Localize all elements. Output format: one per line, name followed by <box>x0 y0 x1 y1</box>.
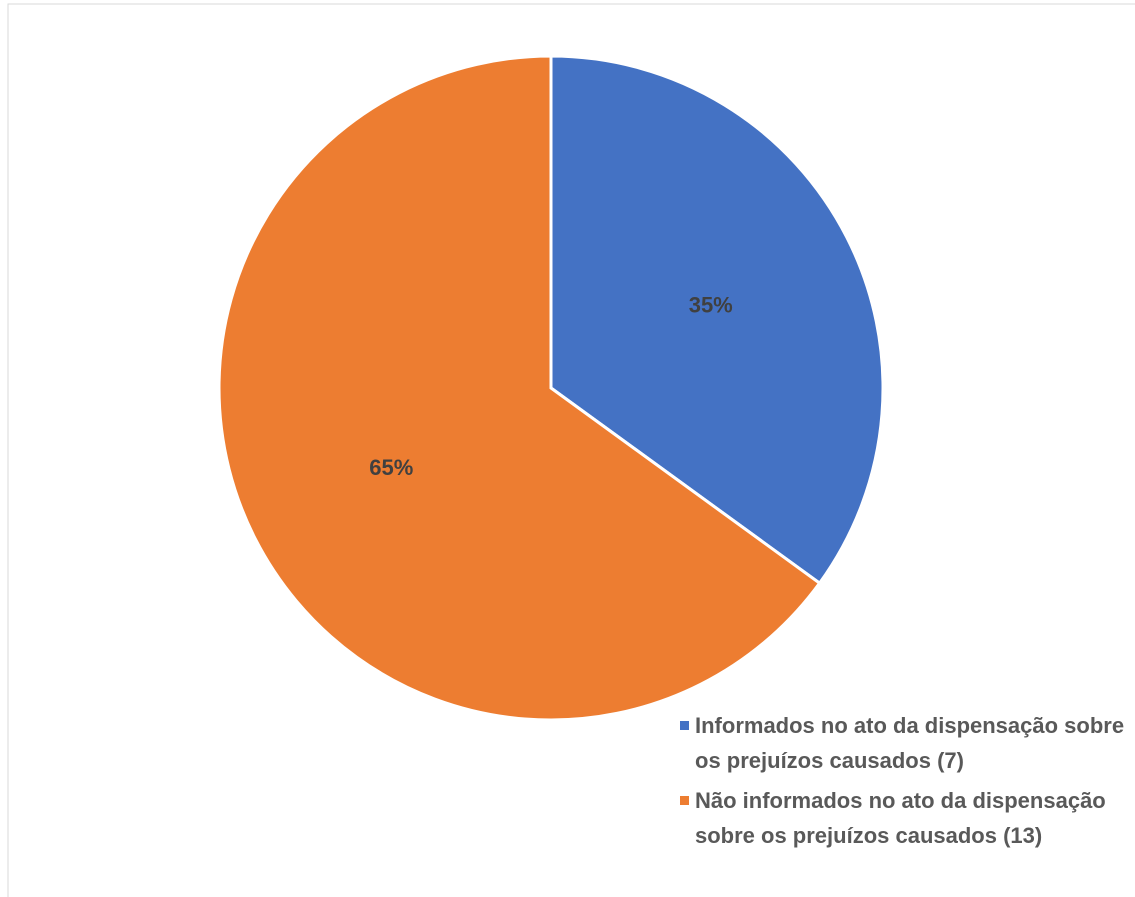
data-label: 35% <box>689 292 733 317</box>
legend-entry: Não informados no ato da dispensação sob… <box>680 783 1130 853</box>
legend-entry: Informados no ato da dispensação sobre o… <box>680 708 1130 778</box>
frame <box>7 3 1135 897</box>
legend-label: Informados no ato da dispensação sobre o… <box>695 713 1125 773</box>
data-label: 65% <box>369 455 413 480</box>
legend-swatch <box>680 721 689 730</box>
pie-slice <box>549 54 885 586</box>
legend-swatch <box>680 796 689 805</box>
pie-slice <box>217 54 822 722</box>
legend-label: Não informados no ato da dispensação sob… <box>695 788 1106 848</box>
